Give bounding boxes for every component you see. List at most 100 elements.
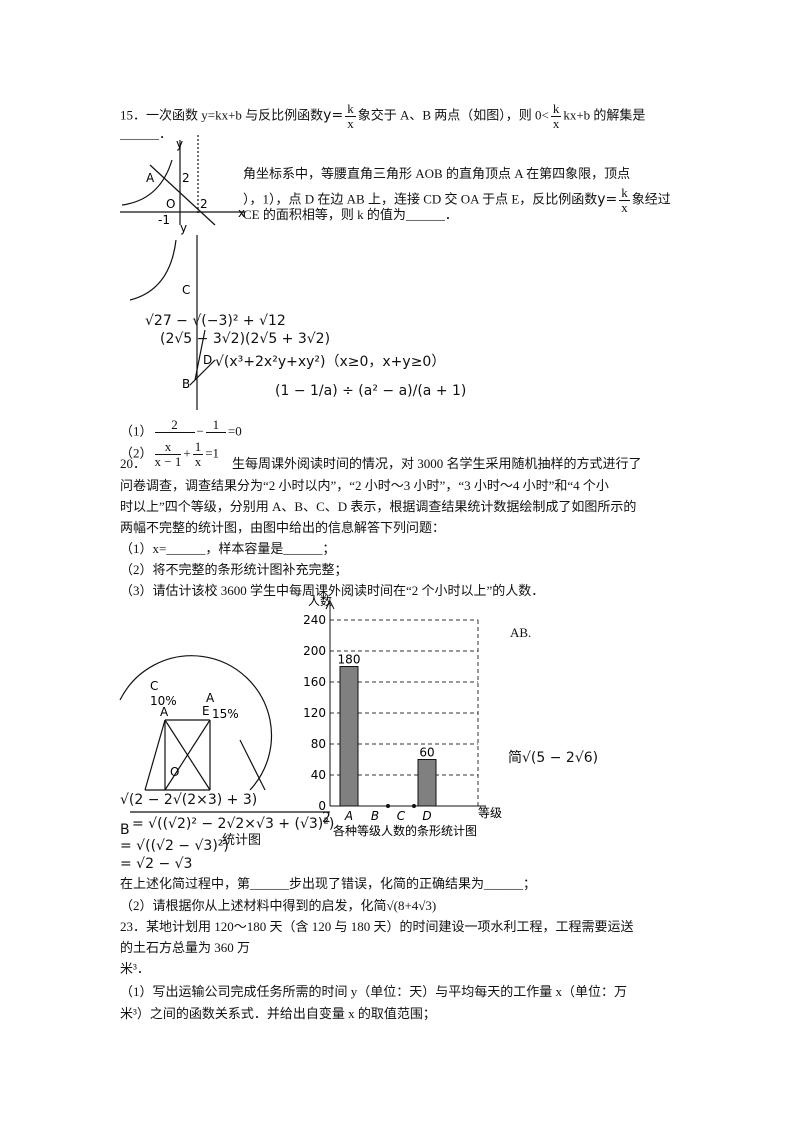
fig-label: B [182, 377, 190, 391]
numerator: 1 [205, 418, 226, 433]
q15-line: 15．一次函数 y=kx+b 与反比例函数y= k x 象交于 A、B 两点（如图），… [120, 102, 645, 131]
text: （2）请根据你从上述材料中得到的启发，化简√(8+4√3) [120, 898, 437, 913]
y-axis-arrow [325, 599, 335, 610]
y-tick-label: 120 [303, 706, 326, 720]
text: 23．某地计划用 120～180 天（含 120 与 180 天）的时间建设一项… [120, 919, 634, 934]
y-tick-label: 240 [303, 613, 326, 627]
pie-label: O [170, 765, 179, 779]
math: = √2 − √3 [120, 856, 193, 872]
pie-label: E [202, 704, 210, 718]
op: − [196, 423, 204, 439]
text: 象交于 A、B 两点（如图），则 0< [357, 107, 549, 123]
text: （2）将不完整的条形统计图补充完整； [120, 562, 348, 577]
text: y= [323, 107, 344, 124]
text: CE 的面积相等，则 k 的值为______． [243, 207, 458, 222]
pie-label: A [206, 691, 215, 705]
numerator: k [345, 101, 356, 117]
axis-dot [386, 804, 390, 808]
text: 20． [120, 456, 147, 471]
fig-label: O [166, 197, 175, 211]
math: = √((√2)² − 2√2×√3 + (√3)²) [132, 816, 335, 832]
x-tick-label: D [422, 809, 431, 823]
fig-label: C [182, 283, 190, 297]
fig-label: y [180, 221, 187, 235]
text: AB. [510, 625, 532, 640]
y-tick-label: 0 [318, 799, 326, 813]
text: ______． [120, 126, 173, 141]
y-tick-label: 160 [303, 675, 326, 689]
pie-label: A [160, 705, 169, 719]
x-tick-label: A [344, 809, 353, 823]
fig-label: x [238, 206, 245, 220]
math: √27 − √(−3)² + √12 [145, 313, 286, 329]
y-axis-label: 人数 [308, 595, 332, 608]
text: （1）写出运输公司完成任务所需的时间 y（单位：天）与平均每天的工作量 x（单位… [120, 984, 628, 999]
denominator: x [621, 200, 628, 215]
chart-title: 各种等级人数的条形统计图 [333, 823, 477, 838]
equation: （1） 2 −1 =0 [120, 418, 242, 447]
text: （3）请估计该校 3600 学生中每周课外阅读时间在“2 个小时以上”的人数． [120, 583, 545, 598]
text: （1）x=______，样本容量是______； [120, 541, 336, 556]
fig-label: 2 [182, 171, 190, 185]
math: (2√5 − 3√2)(2√5 + 3√2) [160, 331, 331, 347]
numerator: 1 [192, 439, 204, 455]
text: kx+b 的解集是 [563, 107, 646, 123]
text: 米³． [120, 961, 150, 976]
numerator: k [550, 101, 562, 117]
numerator: 2 [154, 418, 195, 433]
bar [417, 759, 437, 807]
fig-label: y [176, 137, 183, 151]
denominator: x [552, 116, 560, 131]
bar [339, 666, 359, 807]
rhs: =1 [205, 445, 220, 461]
text: 统计图 [222, 832, 262, 847]
numerator: k [619, 185, 630, 201]
pie-label: 15% [212, 707, 239, 721]
op: + [183, 445, 191, 461]
text: 问卷调查，调查结果分为“2 小时以内”，“2 小时～3 小时”，“3 小时～4 … [120, 478, 609, 493]
fig-label: 2 [200, 197, 208, 211]
data-label: 180 [338, 653, 361, 667]
math: (1 − 1/a) ÷ (a² − a)/(a + 1) [275, 383, 467, 399]
figure-2 [129, 235, 216, 410]
x-tick-label: C [397, 809, 406, 823]
denominator: x [347, 116, 354, 131]
text: ），1），点 D 在边 AB 上，连接 CD 交 OA 于点 E，反比例函数 [243, 191, 598, 207]
fig-label: A [146, 171, 155, 185]
text: 时以上”四个等级，分别用 A、B、C、D 表示，根据调查结果统计数据绘制成了如图… [120, 499, 637, 514]
text: 两幅不完整的统计图，由图中给出的信息解答下列问题： [120, 520, 446, 535]
rhs: =0 [227, 423, 242, 439]
pie-label: 10% [150, 694, 177, 708]
equation: （2） x x − 1 +1 x =1 [120, 440, 219, 469]
text: 米³）之间的函数关系式．并给出自变量 x 的取值范围； [120, 1006, 436, 1021]
math: = √((√2 − √3)²) [120, 838, 229, 854]
math: 简√(5 − 2√6) [508, 750, 599, 766]
text: 在上述化简过程中，第______步出现了错误，化简的正确结果为______； [120, 876, 537, 891]
x-axis-label: 等级 [478, 806, 502, 820]
numerator: x [154, 440, 182, 455]
pie-label: C [150, 679, 158, 693]
math: √(x³+2x²y+xy²)（x≥0，x+y≥0） [215, 354, 446, 370]
label: （2） [120, 445, 153, 461]
fraction: 2 [154, 418, 195, 447]
data-label: 60 [419, 746, 434, 760]
text: y= [597, 191, 618, 208]
text: B [120, 822, 130, 838]
text: 2 [322, 810, 331, 826]
y-tick-label: 40 [311, 768, 326, 782]
y-tick-label: 80 [311, 737, 326, 751]
text: 象经过 [631, 191, 671, 207]
math: √(2 − 2√(2×3) + 3) [120, 792, 258, 808]
denominator: x [194, 454, 202, 469]
x-tick-label: B [371, 809, 379, 823]
axis-dot [412, 804, 416, 808]
bar-chart: 人数 等级 各种等级人数的条形统计图 0 40 80 120 160 200 240 A 180… [303, 595, 502, 838]
y-tick-label: 200 [303, 644, 326, 658]
text: 生每周课外阅读时间的情况，对 3000 名学生采用随机抽样的方式进行了 [232, 456, 642, 471]
text: 角坐标系中，等腰直角三角形 AOB 的直角顶点 A 在第四象限，顶点 [243, 166, 631, 181]
denominator: x − 1 [154, 454, 182, 469]
